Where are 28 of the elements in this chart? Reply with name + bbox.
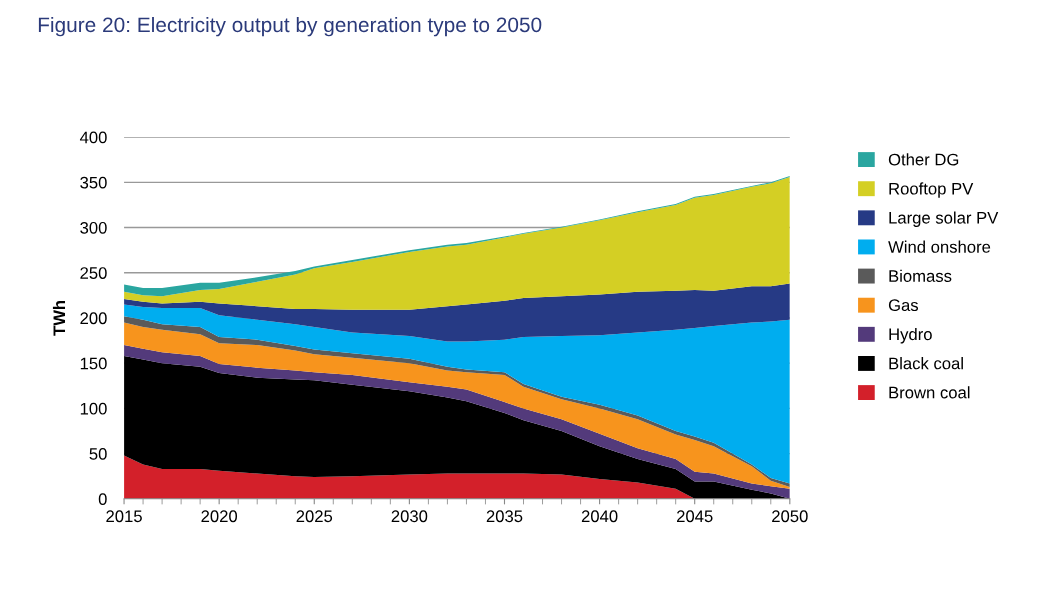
legend-label: Biomass [889,269,952,282]
x-tick-label: 2015 [106,510,142,523]
y-tick-label: 200 [80,312,107,325]
x-tick-label: 2020 [201,510,238,523]
x-tick-label: 2035 [486,510,523,523]
legend-label: Black coal [889,357,963,370]
y-tick-label: 300 [80,221,107,234]
x-tick-label: 2040 [581,510,618,523]
y-tick-label: 0 [98,493,107,506]
legend-label: Gas [888,299,919,312]
y-tick-label: 50 [89,447,107,460]
y-tick-label: 350 [80,176,107,189]
y-tick-label: 250 [80,267,107,279]
y-tick-label: 100 [80,402,107,415]
legend-label: Hydro [889,327,932,344]
x-tick-label: 2025 [296,510,333,523]
y-tick-label: 150 [80,357,107,370]
x-tick-label: 2050 [772,510,808,523]
legend-label: Rooftop PV [889,182,974,198]
y-tick-label: 400 [79,131,107,144]
x-tick-label: 2045 [677,510,713,523]
x-tick-label: 2030 [391,510,428,523]
legend-label: Brown coal [889,386,970,399]
chart-title: Figure 20: Electricity output by generation type to 2050 [38,16,542,37]
y-axis-title: TWh [52,300,66,336]
legend-label: Wind onshore [888,240,991,253]
legend-label: Other DG [888,153,959,166]
legend-label: Large solar PV [889,211,999,227]
